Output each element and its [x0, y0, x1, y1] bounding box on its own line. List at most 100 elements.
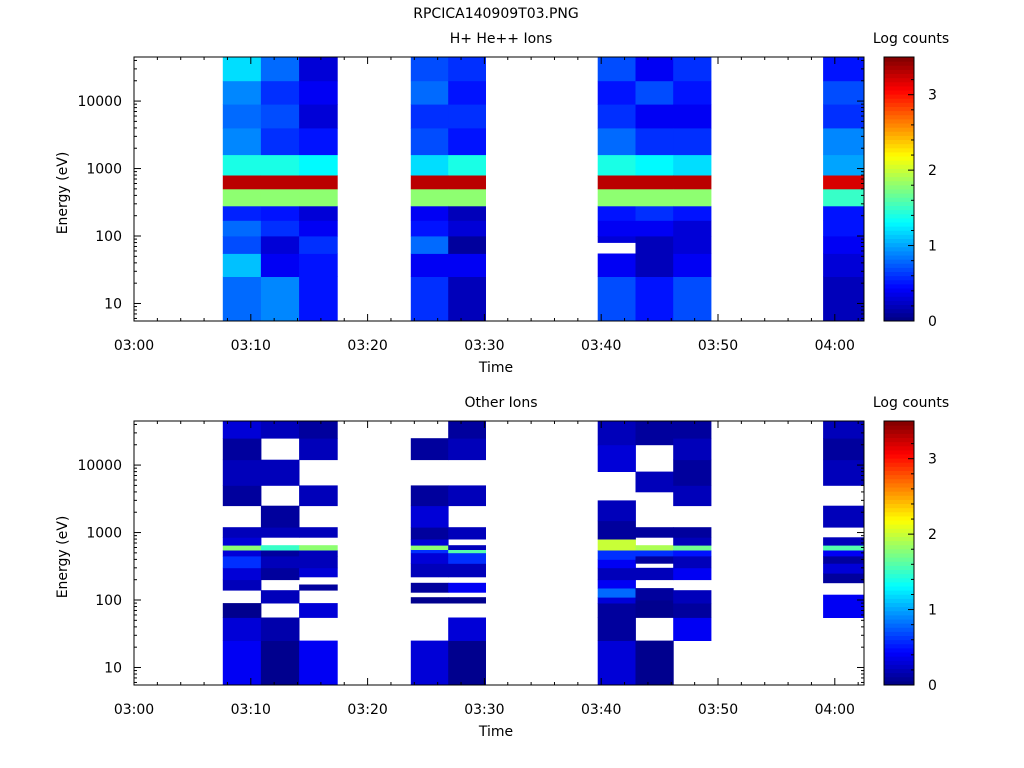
heatmap-cell [222, 253, 262, 277]
heatmap-cell [222, 154, 262, 176]
colorbar-swatch [884, 639, 914, 645]
heatmap-cell [410, 236, 449, 254]
heatmap-cell [260, 276, 300, 322]
colorbar-swatch [884, 209, 914, 215]
heatmap-cell [299, 527, 338, 538]
heatmap-cell [299, 205, 338, 221]
heatmap-cell [673, 57, 712, 82]
colorbar-swatch [884, 65, 914, 70]
heatmap-cell [260, 175, 300, 190]
heatmap-cell [222, 104, 262, 129]
heatmap-cell [222, 555, 262, 569]
heatmap-cell [260, 205, 300, 221]
heatmap-cell [823, 236, 865, 254]
colorbar-swatch [884, 114, 914, 120]
heatmap-cell [410, 545, 449, 550]
heatmap-cell [260, 104, 300, 129]
colorbar-swatch [884, 482, 914, 488]
heatmap-cell [673, 253, 712, 277]
heatmap-cell [299, 188, 338, 207]
heatmap-cell [448, 421, 486, 439]
colorbar-swatch [884, 548, 914, 554]
colorbar-swatch [884, 73, 914, 79]
colorbar-swatch [884, 569, 914, 575]
x-tick-label: 03:50 [698, 702, 738, 718]
x-axis-label: Time [478, 360, 513, 376]
heatmap-cell [597, 550, 636, 560]
heatmap-cell [410, 175, 449, 190]
heatmap-cell [222, 459, 262, 486]
colorbar-swatch [884, 61, 914, 66]
heatmap-cell [673, 421, 712, 439]
heatmap-cell [673, 438, 712, 461]
heatmap-cell [673, 205, 712, 221]
colorbar-swatch [884, 201, 914, 207]
y-tick-label: 10000 [77, 458, 122, 474]
heatmap-cell [673, 527, 712, 538]
colorbar-swatch [884, 230, 914, 235]
heatmap-cell [635, 276, 674, 322]
heatmap-cell [597, 444, 636, 472]
colorbar-swatch [884, 180, 914, 186]
heatmap-cell [673, 459, 712, 486]
heatmap-cell [260, 590, 300, 604]
heatmap-cell [673, 175, 712, 190]
colorbar-swatch [884, 520, 914, 525]
heatmap-cell [673, 188, 712, 207]
colorbar-swatch [884, 581, 914, 587]
heatmap-cell [410, 57, 449, 82]
heatmap-cell [597, 205, 636, 221]
colorbar-swatch [884, 69, 914, 75]
heatmap-cell [222, 579, 262, 591]
colorbar-swatch [884, 267, 914, 273]
colorbar-swatch [884, 643, 914, 649]
heatmap-cell [597, 188, 636, 207]
colorbar-swatch [884, 594, 914, 599]
colorbar-swatch [884, 660, 914, 665]
x-tick-label: 03:10 [231, 702, 271, 718]
colorbar-swatch [884, 441, 914, 447]
colorbar: 0 1 2 3 Log counts [873, 395, 949, 694]
heatmap-cell [673, 537, 712, 546]
heatmap-cell [823, 459, 865, 486]
colorbar-swatch [884, 292, 914, 297]
heatmap-cell [222, 220, 262, 237]
heatmap-cell [597, 80, 636, 105]
heatmap-cells [222, 421, 865, 686]
heatmap-cell [222, 205, 262, 221]
heatmap-cell [299, 57, 338, 82]
colorbar-swatch [884, 590, 914, 595]
heatmap-cell [597, 567, 636, 581]
heatmap-cell [673, 590, 712, 604]
panel-2: 03:00 03:10 03:20 03:30 03:40 03:50 04:0010100… [55, 395, 949, 740]
heatmap-cell [299, 567, 338, 578]
colorbar-swatch [884, 433, 914, 439]
heatmap-cell [410, 485, 449, 507]
heatmap-cell [410, 640, 449, 686]
heatmap-cell [673, 104, 712, 129]
heatmap-cell [448, 188, 486, 207]
colorbar-swatch [884, 458, 914, 463]
heatmap-cell [222, 175, 262, 190]
colorbar-swatch [884, 316, 914, 322]
colorbar-swatch [884, 491, 914, 496]
colorbar-swatch [884, 94, 914, 99]
colorbar-swatch [884, 234, 914, 240]
heatmap-cell [597, 104, 636, 129]
heatmap-cells [222, 57, 865, 322]
x-tick-label: 03:40 [581, 338, 621, 354]
colorbar-swatch [884, 164, 914, 169]
heatmap-cell [448, 552, 486, 564]
heatmap-cell [823, 438, 865, 461]
colorbar-swatch [884, 271, 914, 277]
heatmap-cell [299, 545, 338, 551]
heatmap-cell [823, 563, 865, 574]
colorbar-tick-label: 0 [928, 314, 937, 330]
colorbar-swatch [884, 217, 914, 223]
colorbar-swatch [884, 647, 914, 653]
y-tick-label: 10000 [77, 94, 122, 110]
y-tick-label: 1000 [86, 162, 122, 178]
colorbar-swatch [884, 610, 914, 616]
heatmap-cell [597, 603, 636, 618]
heatmap-cell [635, 545, 674, 551]
